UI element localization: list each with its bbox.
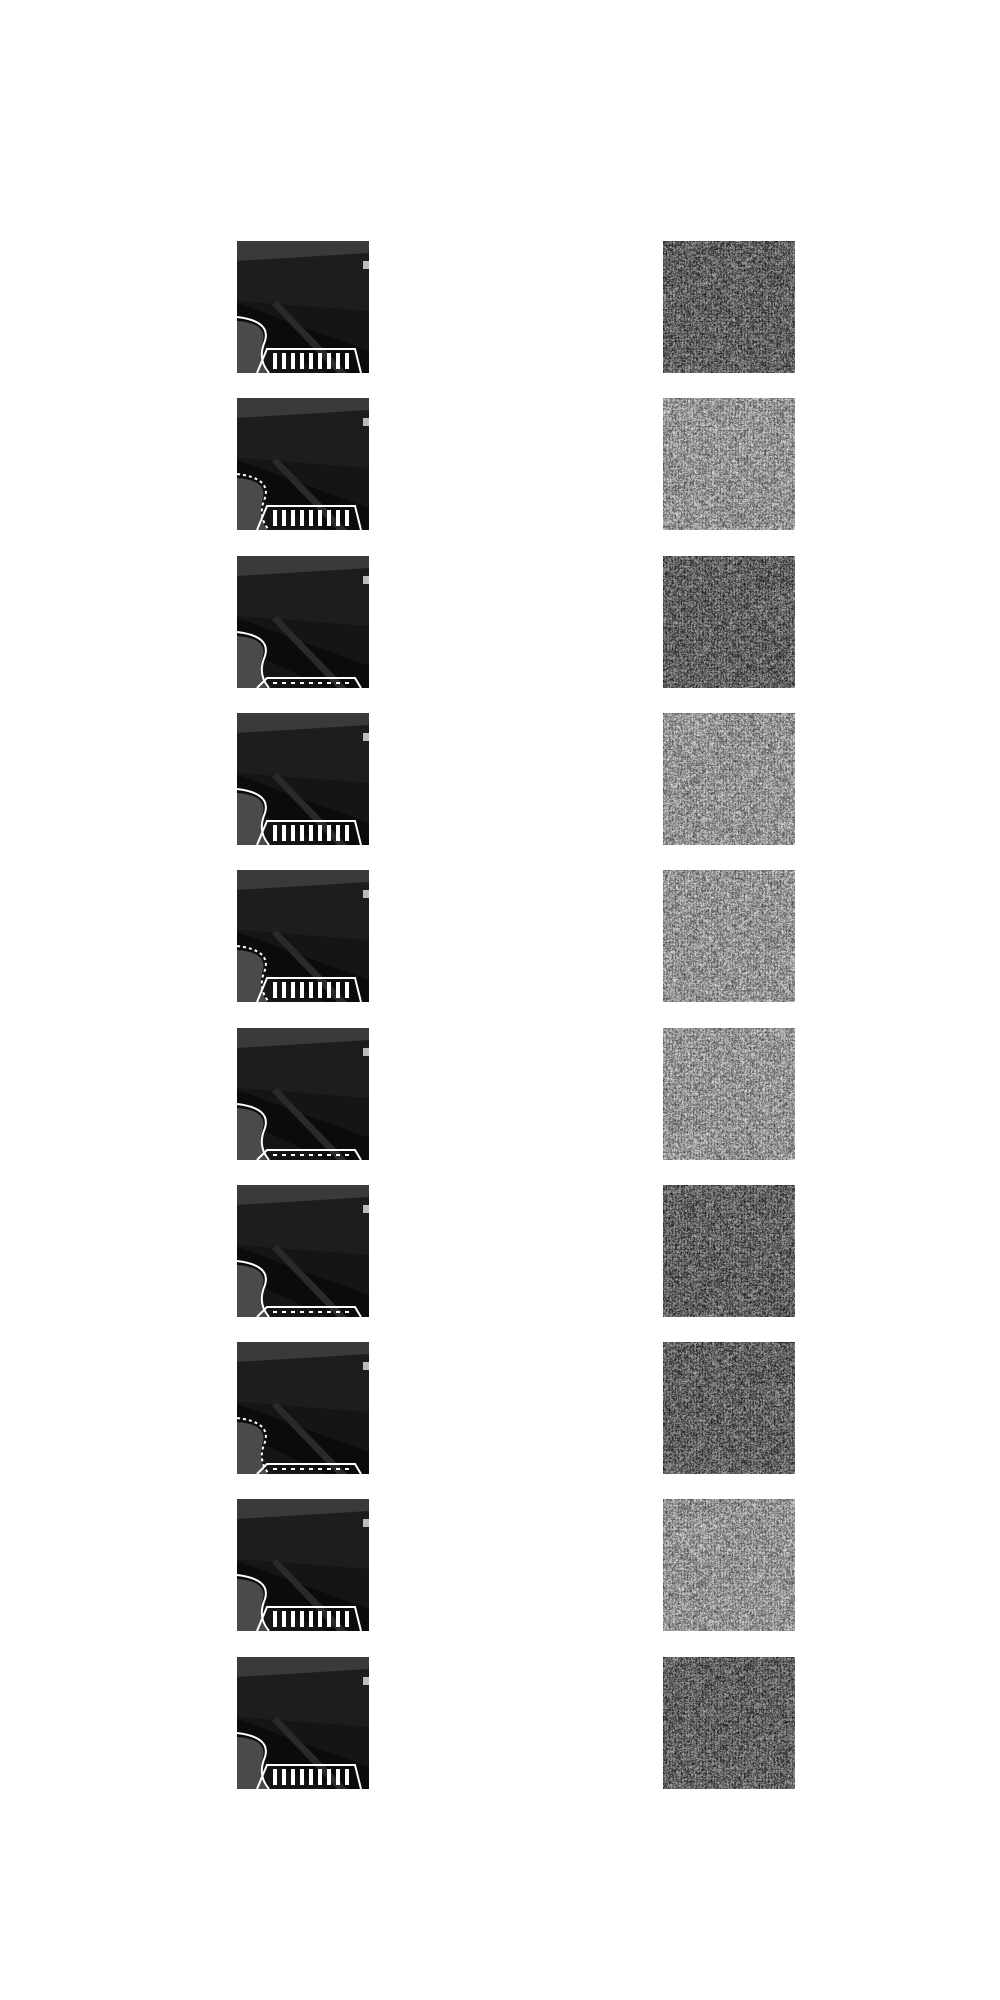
generated-noise-image [663,1657,795,1789]
noise-canvas [663,1185,795,1317]
road-scene-image [237,870,369,1002]
noise-canvas [663,713,795,845]
generated-noise-image [663,398,795,530]
noise-canvas [663,398,795,530]
road-scene-graphic [237,870,369,1002]
road-scene-graphic [237,1342,369,1474]
road-scene-image [237,1028,369,1160]
image-pair-row [0,1028,1000,1160]
image-pair-row [0,1657,1000,1789]
image-pair-row [0,713,1000,845]
road-scene-image [237,556,369,688]
generated-noise-image [663,241,795,373]
road-scene-graphic [237,556,369,688]
road-scene-graphic [237,398,369,530]
road-scene-image [237,1499,369,1631]
image-pair-row [0,241,1000,373]
generated-noise-image [663,870,795,1002]
road-scene-image [237,1657,369,1789]
noise-canvas [663,1028,795,1160]
noise-canvas [663,1342,795,1474]
image-pair-row [0,1342,1000,1474]
road-scene-graphic [237,713,369,845]
road-scene-graphic [237,1185,369,1317]
noise-canvas [663,870,795,1002]
road-scene-image [237,1342,369,1474]
road-scene-graphic [237,1028,369,1160]
noise-canvas [663,556,795,688]
road-scene-graphic [237,1499,369,1631]
generated-noise-image [663,1342,795,1474]
generated-noise-image [663,556,795,688]
noise-canvas [663,241,795,373]
noise-canvas [663,1657,795,1789]
generated-noise-image [663,1499,795,1631]
generated-noise-image [663,1185,795,1317]
generated-noise-image [663,1028,795,1160]
road-scene-image [237,398,369,530]
road-scene-image [237,1185,369,1317]
road-scene-image [237,713,369,845]
image-pair-row [0,556,1000,688]
image-pair-row [0,1499,1000,1631]
image-pair-row [0,1185,1000,1317]
image-pair-row [0,870,1000,1002]
road-scene-graphic [237,1657,369,1789]
image-pair-row [0,398,1000,530]
noise-canvas [663,1499,795,1631]
road-scene-image [237,241,369,373]
generated-noise-image [663,713,795,845]
road-scene-graphic [237,241,369,373]
